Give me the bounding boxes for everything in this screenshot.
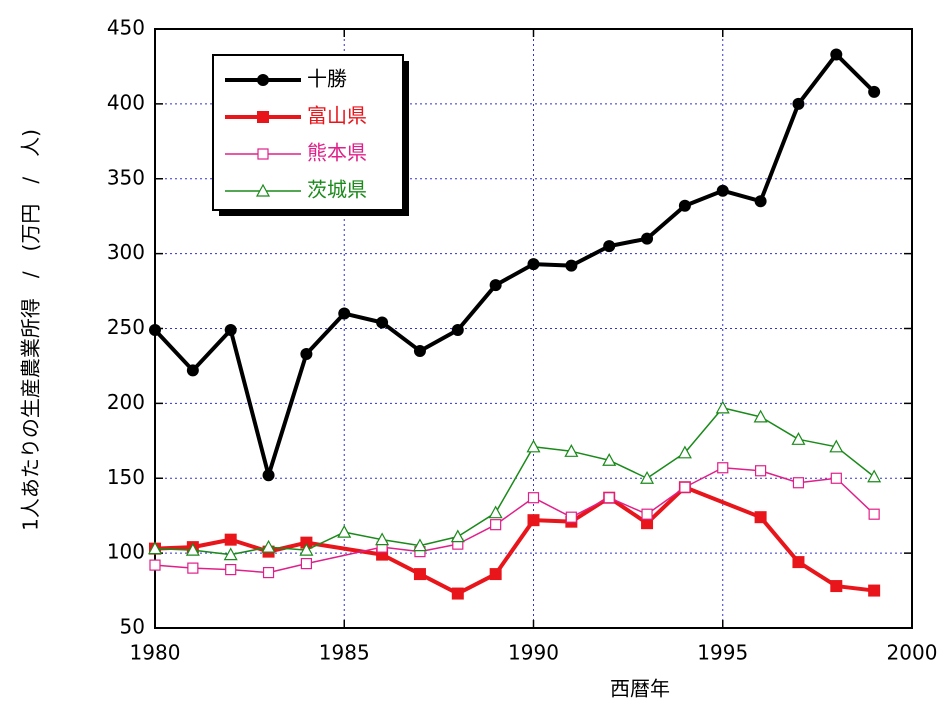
marker [490,519,502,531]
y-tick-label: 250 [107,315,145,339]
x-tick-label: 1995 [697,641,748,665]
marker [641,232,654,245]
marker [488,505,503,519]
marker [830,472,842,484]
marker [257,111,269,123]
marker [754,465,767,477]
marker [450,529,465,543]
legend-label: 十勝 [307,67,347,91]
y-tick-label: 50 [120,615,145,639]
legend [212,54,404,211]
marker [867,469,882,483]
marker [603,492,615,504]
marker [754,195,767,208]
marker [185,542,200,556]
x-tick-label: 2000 [887,641,938,665]
marker [338,307,351,320]
x-tick-label: 1985 [319,641,370,665]
marker [565,511,577,523]
x-tick-label: 1990 [508,641,559,665]
marker [868,508,880,520]
marker [717,462,729,474]
marker [376,316,389,329]
y-tick-label: 300 [107,240,145,264]
marker [641,517,654,530]
marker [753,409,768,423]
marker [679,481,691,493]
series-line [154,485,875,596]
marker [526,439,541,453]
marker [527,492,540,504]
marker [262,566,275,579]
marker [603,240,616,253]
marker [149,323,161,336]
marker [602,453,617,466]
marker [868,584,881,597]
marker [223,547,238,561]
marker [677,445,692,459]
marker [261,539,276,553]
marker [641,508,653,520]
legend-label: 富山県 [307,104,367,128]
marker [830,48,843,61]
marker [412,538,427,552]
marker [337,524,352,538]
marker [792,97,805,110]
marker [149,559,161,571]
marker [754,511,767,524]
marker [300,558,312,570]
marker [299,542,314,556]
marker [300,536,313,549]
marker [300,347,313,360]
marker [225,563,237,576]
marker [527,514,540,527]
marker [715,400,730,414]
marker [255,183,271,197]
marker [262,469,275,482]
marker [257,148,269,160]
marker [489,279,502,292]
marker [792,477,805,489]
marker [413,344,426,357]
marker [413,568,426,581]
marker [792,556,805,569]
marker [187,562,199,574]
marker [564,444,579,457]
marker [224,533,237,546]
marker [868,85,881,98]
y-tick-label: 150 [107,465,145,489]
marker [451,323,464,336]
marker [527,258,540,271]
marker [791,432,806,445]
marker [375,532,390,546]
marker [224,323,237,336]
marker [147,541,163,555]
marker [186,364,199,377]
y-tick-label: 200 [107,390,145,414]
x-axis-label: 西暦年 [610,677,670,701]
y-tick-label: 350 [107,165,145,189]
marker [716,184,729,197]
marker [489,568,502,581]
legend-label: 熊本県 [307,141,367,165]
marker [257,74,269,86]
y-tick-label: 100 [107,540,145,564]
marker [830,580,843,593]
marker [565,259,578,272]
y-tick-label: 400 [107,90,145,114]
x-tick-label: 1980 [130,641,181,665]
marker [451,587,464,600]
series-line [154,407,875,556]
marker [640,470,655,484]
y-axis-label: 1人あたりの生産農業所得 / (万円 / 人) [19,129,43,531]
marker [678,199,691,212]
y-tick-label: 450 [107,16,145,40]
marker [829,439,844,453]
legend-label: 茨城県 [307,178,367,202]
series-line [153,52,876,478]
